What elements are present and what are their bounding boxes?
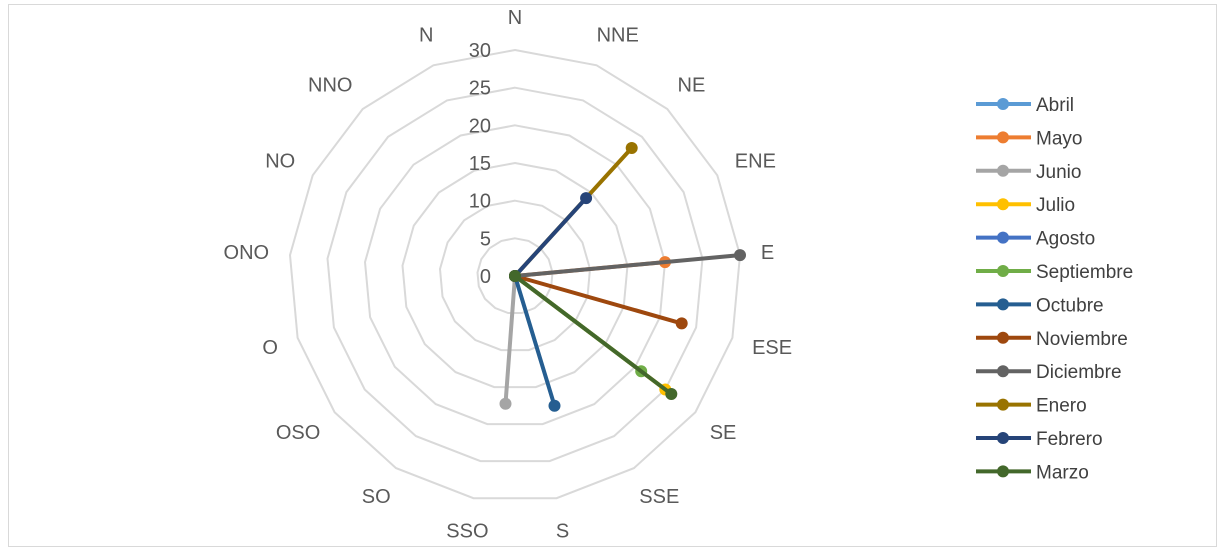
direction-label: SSO xyxy=(446,521,488,543)
legend-label: Agosto xyxy=(1036,229,1095,250)
direction-label: ONO xyxy=(224,242,270,264)
legend-label: Febrero xyxy=(1036,429,1103,450)
legend-item: Junio xyxy=(976,162,1081,183)
data-point xyxy=(675,317,688,330)
data-point xyxy=(665,388,678,400)
series-line xyxy=(513,253,742,278)
grid-ring-30 xyxy=(288,48,742,500)
data-point xyxy=(499,397,512,410)
legend-label: Septiembre xyxy=(1036,262,1133,283)
data-point xyxy=(580,192,593,205)
legend-label: Marzo xyxy=(1036,462,1089,483)
series-line xyxy=(513,274,684,326)
legend-marker xyxy=(997,164,1009,177)
grid-ring-15 xyxy=(401,161,629,389)
legend-item: Octubre xyxy=(976,295,1104,316)
data-point xyxy=(734,249,746,262)
chart-area xyxy=(8,4,1217,547)
tick-label: 20 xyxy=(469,115,491,137)
legend-label: Noviembre xyxy=(1036,329,1128,350)
grid-ring-20 xyxy=(363,124,667,426)
series-line xyxy=(513,274,557,408)
direction-labels: N NNE NE ENE E ESE SE SSE S SSO SO OSO O ONO NO NNO N xyxy=(224,7,793,543)
direction-label: SE xyxy=(710,422,737,444)
radar-grid xyxy=(288,48,742,500)
legend-item: Enero xyxy=(976,396,1087,417)
series-lines xyxy=(499,142,746,412)
series-line xyxy=(513,274,674,396)
series-line xyxy=(503,274,517,406)
direction-label: ENE xyxy=(735,151,776,173)
direction-label: ESE xyxy=(752,337,792,359)
direction-label: SO xyxy=(362,486,391,508)
legend-label: Enero xyxy=(1036,396,1087,417)
legend-label: Junio xyxy=(1036,162,1081,183)
legend-item: Julio xyxy=(976,195,1075,216)
legend-marker xyxy=(997,298,1009,311)
legend: Abril Mayo Junio Julio Agosto Septiembre Octub… xyxy=(976,95,1133,483)
direction-label: NE xyxy=(678,75,706,97)
radial-tick-labels: 0 5 10 15 20 25 30 xyxy=(469,40,491,288)
data-point xyxy=(625,142,638,154)
direction-label: OSO xyxy=(276,422,320,444)
center-point xyxy=(509,270,521,282)
legend-label: Octubre xyxy=(1036,295,1104,316)
legend-item: Agosto xyxy=(976,229,1095,250)
series-line xyxy=(513,196,589,278)
direction-label: NNO xyxy=(308,75,352,97)
tick-label: 10 xyxy=(469,191,491,213)
legend-item: Septiembre xyxy=(976,262,1133,283)
legend-marker xyxy=(997,331,1009,344)
grid-ring-5 xyxy=(476,237,554,314)
legend-marker xyxy=(997,365,1009,378)
legend-item: Abril xyxy=(976,95,1074,116)
direction-label: NNE xyxy=(597,25,639,47)
legend-item: Diciembre xyxy=(976,362,1122,383)
legend-label: Diciembre xyxy=(1036,362,1122,383)
direction-label: O xyxy=(262,337,278,359)
tick-label: 15 xyxy=(469,153,491,175)
tick-label: 30 xyxy=(469,40,491,62)
data-point xyxy=(548,399,561,412)
tick-label: 25 xyxy=(469,78,491,100)
legend-marker xyxy=(997,265,1009,277)
legend-marker xyxy=(997,98,1009,110)
direction-label: N xyxy=(508,7,522,29)
legend-item: Mayo xyxy=(976,128,1082,149)
direction-label: NO xyxy=(265,151,295,173)
grid-ring-25 xyxy=(326,86,704,463)
series-marzo xyxy=(509,270,678,400)
legend-label: Julio xyxy=(1036,195,1075,216)
legend-item: Febrero xyxy=(976,429,1103,450)
legend-label: Mayo xyxy=(1036,128,1082,149)
legend-marker xyxy=(997,432,1009,444)
direction-label: SSE xyxy=(639,486,679,508)
legend-marker xyxy=(997,131,1009,144)
legend-item: Marzo xyxy=(976,462,1089,483)
legend-marker xyxy=(997,465,1009,478)
legend-marker xyxy=(997,231,1009,244)
direction-label: S xyxy=(556,521,569,543)
legend-item: Noviembre xyxy=(976,329,1128,350)
legend-marker xyxy=(997,398,1009,411)
legend-label: Abril xyxy=(1036,95,1074,116)
tick-label: 0 xyxy=(480,266,491,288)
legend-marker xyxy=(997,198,1009,211)
direction-label: E xyxy=(761,242,774,264)
grid-ring-10 xyxy=(438,199,592,352)
direction-label: N xyxy=(419,25,433,47)
tick-label: 5 xyxy=(480,228,491,250)
